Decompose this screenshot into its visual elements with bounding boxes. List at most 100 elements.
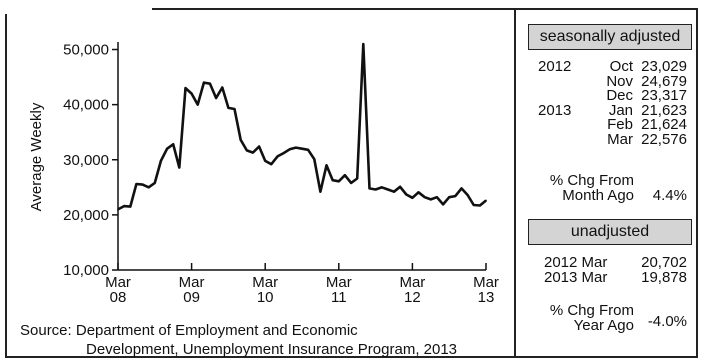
x-tick-label-month: Mar bbox=[399, 274, 425, 291]
frame-gap bbox=[4, 4, 152, 14]
y-tick-label: 20,000 bbox=[63, 207, 109, 224]
month-change-label-1: % Chg From bbox=[549, 172, 634, 189]
seasonal-year: 2013 bbox=[538, 101, 572, 119]
seasonal-month: Oct bbox=[609, 58, 633, 75]
data-point bbox=[239, 139, 242, 141]
y-axis-label: Average Weekly bbox=[28, 102, 45, 211]
data-point bbox=[411, 196, 414, 199]
y-tick-label: 50,000 bbox=[63, 42, 109, 59]
data-point bbox=[166, 147, 168, 150]
data-point bbox=[319, 190, 322, 193]
data-point bbox=[301, 147, 303, 150]
source-note: Source: Department of Employment and Eco… bbox=[20, 321, 457, 359]
data-point bbox=[282, 152, 285, 155]
x-tick-label-month: Mar bbox=[473, 274, 499, 291]
seasonal-value: 24,679 bbox=[641, 72, 687, 90]
x-tick-label-month: Mar bbox=[326, 274, 352, 291]
y-tick-label: 40,000 bbox=[63, 97, 109, 114]
data-point bbox=[294, 146, 297, 149]
data-point bbox=[233, 108, 236, 110]
seasonal-value: 21,623 bbox=[641, 101, 687, 119]
data-point bbox=[350, 182, 352, 184]
seasonal-value: 23,029 bbox=[641, 58, 687, 75]
seasonal-year: 2012 bbox=[538, 58, 572, 75]
data-point bbox=[337, 180, 340, 183]
chart-axes: 10,00020,00030,00040,00050,000Mar08Mar09… bbox=[63, 42, 499, 306]
data-point bbox=[215, 97, 218, 99]
data-point bbox=[190, 92, 193, 95]
data-point bbox=[454, 195, 457, 198]
data-point bbox=[307, 148, 310, 151]
seasonal-value: 21,624 bbox=[641, 116, 687, 133]
data-point bbox=[442, 203, 444, 206]
data-point bbox=[172, 143, 175, 146]
year-change-value: -4.0% bbox=[647, 313, 687, 330]
data-point bbox=[221, 86, 224, 89]
data-point bbox=[209, 82, 211, 85]
unadjusted-value: 20,702 bbox=[641, 254, 687, 271]
data-point bbox=[227, 107, 230, 109]
data-point bbox=[478, 204, 481, 207]
data-point bbox=[466, 194, 469, 196]
x-tick-label-year: 08 bbox=[110, 289, 127, 306]
data-point bbox=[252, 151, 254, 154]
x-tick-label-year: 10 bbox=[257, 289, 274, 306]
data-point bbox=[393, 190, 395, 193]
data-point bbox=[485, 199, 487, 202]
year-change-label-2: Year Ago bbox=[573, 317, 634, 334]
data-point bbox=[147, 186, 150, 189]
data-point bbox=[178, 166, 181, 169]
seasonal-value: 23,317 bbox=[641, 87, 687, 104]
seasonal-month: Jan bbox=[608, 101, 633, 119]
seasonal-month: Dec bbox=[606, 87, 633, 104]
data-point bbox=[405, 193, 408, 196]
panel-divider bbox=[514, 8, 516, 358]
data-point bbox=[141, 183, 144, 186]
data-point bbox=[380, 186, 383, 189]
data-point bbox=[135, 183, 138, 185]
data-point bbox=[258, 145, 260, 148]
data-point bbox=[423, 196, 426, 199]
month-change-label-2: Month Ago bbox=[562, 187, 634, 204]
seasonal-month: Mar bbox=[607, 130, 633, 148]
series-line bbox=[117, 42, 487, 211]
seasonal-header: seasonally adjusted bbox=[528, 24, 692, 50]
x-tick-label-month: Mar bbox=[105, 274, 131, 291]
data-point bbox=[368, 187, 371, 190]
x-tick-label-year: 12 bbox=[404, 289, 421, 306]
y-tick-label: 30,000 bbox=[63, 152, 109, 169]
data-point bbox=[202, 81, 205, 84]
x-tick-label-month: Mar bbox=[252, 274, 278, 291]
data-point bbox=[356, 177, 359, 180]
month-change-value: 4.4% bbox=[652, 187, 687, 204]
data-point bbox=[325, 164, 328, 167]
seasonal-value: 22,576 bbox=[641, 130, 687, 148]
data-point bbox=[399, 185, 402, 188]
line-chart: 10,00020,00030,00040,00050,000Mar08Mar09… bbox=[28, 42, 499, 306]
data-point bbox=[245, 149, 248, 152]
data-point bbox=[160, 159, 162, 162]
unadjusted-header: unadjusted bbox=[528, 219, 692, 245]
data-point bbox=[448, 196, 451, 199]
data-point bbox=[331, 179, 334, 182]
data-point bbox=[288, 148, 291, 151]
data-point bbox=[129, 205, 132, 208]
data-point bbox=[276, 155, 279, 158]
x-tick-label-year: 09 bbox=[183, 289, 200, 306]
unadjusted-label: 2012 Mar bbox=[544, 254, 608, 271]
x-tick-label-year: 13 bbox=[478, 289, 495, 306]
data-point bbox=[344, 174, 346, 177]
chart-marks bbox=[117, 42, 487, 211]
data-point bbox=[436, 196, 438, 199]
data-point bbox=[123, 205, 126, 207]
year-change-label-1: % Chg From bbox=[549, 302, 634, 319]
data-point bbox=[417, 191, 420, 194]
data-point bbox=[313, 158, 316, 161]
seasonal-month: Feb bbox=[607, 116, 633, 133]
unadjusted-value: 19,878 bbox=[641, 268, 687, 286]
seasonal-month: Nov bbox=[606, 72, 633, 90]
data-point bbox=[264, 159, 267, 162]
data-point bbox=[472, 204, 475, 206]
data-point bbox=[460, 187, 463, 190]
data-point bbox=[386, 188, 389, 191]
